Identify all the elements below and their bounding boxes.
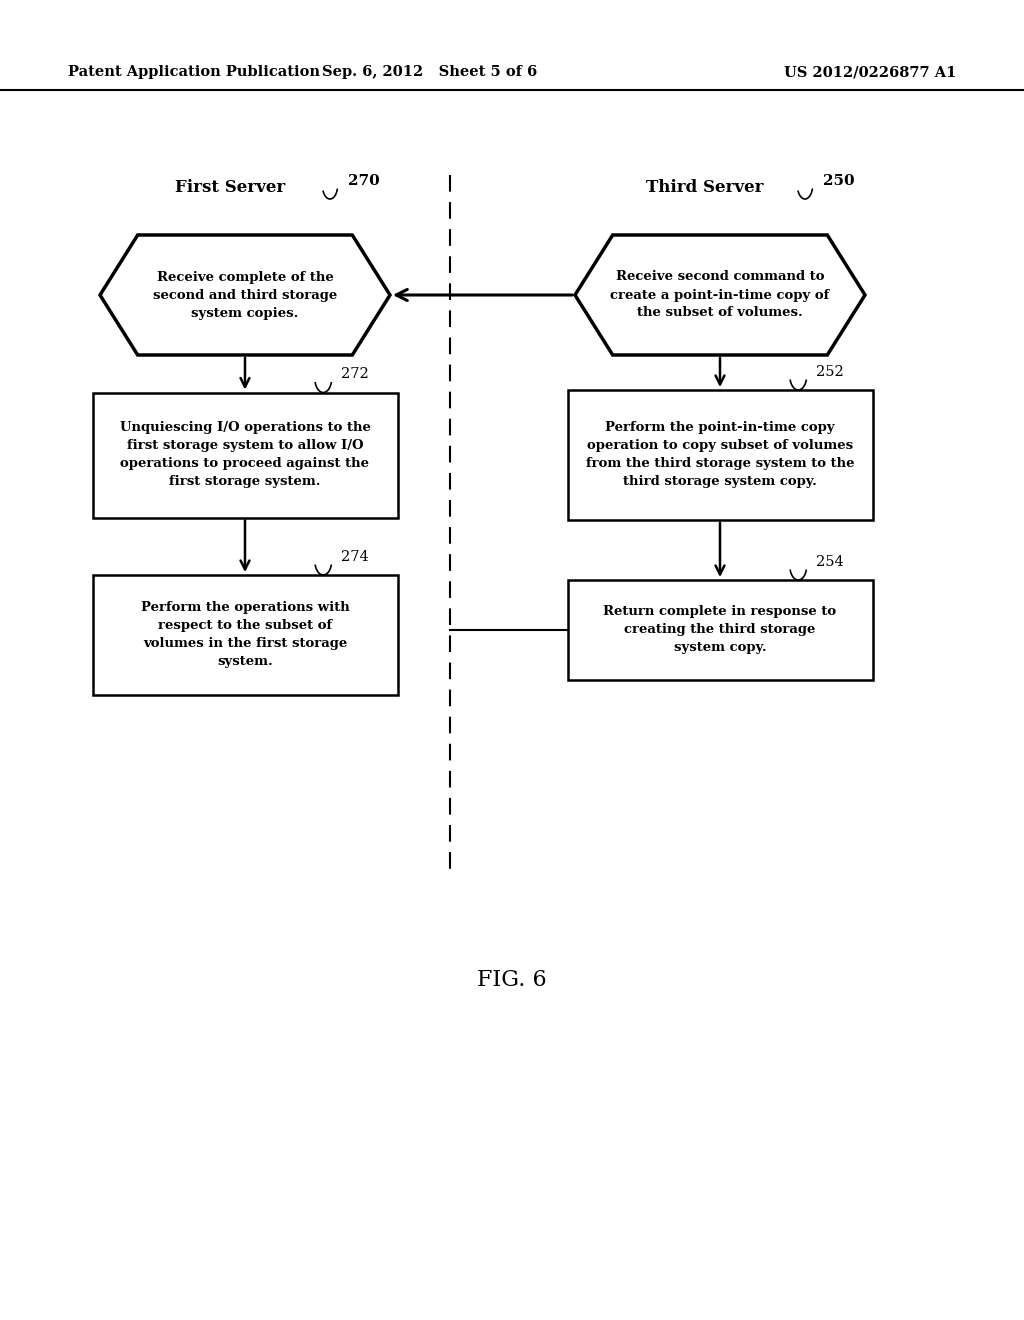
Text: Third Server: Third Server — [646, 178, 764, 195]
Text: 250: 250 — [823, 174, 855, 187]
Text: 254: 254 — [816, 554, 844, 569]
Text: Receive complete of the
second and third storage
system copies.: Receive complete of the second and third… — [153, 271, 337, 319]
Text: 272: 272 — [341, 367, 369, 381]
Text: Perform the operations with
respect to the subset of
volumes in the first storag: Perform the operations with respect to t… — [140, 602, 349, 668]
Text: First Server: First Server — [175, 178, 285, 195]
Text: Patent Application Publication: Patent Application Publication — [68, 65, 319, 79]
Text: Unquiescing I/O operations to the
first storage system to allow I/O
operations t: Unquiescing I/O operations to the first … — [120, 421, 371, 488]
Text: 274: 274 — [341, 550, 369, 564]
Text: FIG. 6: FIG. 6 — [477, 969, 547, 991]
Text: Perform the point-in-time copy
operation to copy subset of volumes
from the thir: Perform the point-in-time copy operation… — [586, 421, 854, 488]
Text: US 2012/0226877 A1: US 2012/0226877 A1 — [783, 65, 956, 79]
Text: 270: 270 — [348, 174, 380, 187]
Text: Return complete in response to
creating the third storage
system copy.: Return complete in response to creating … — [603, 606, 837, 655]
Text: Receive second command to
create a point-in-time copy of
the subset of volumes.: Receive second command to create a point… — [610, 271, 829, 319]
Text: Sep. 6, 2012   Sheet 5 of 6: Sep. 6, 2012 Sheet 5 of 6 — [323, 65, 538, 79]
Text: 252: 252 — [816, 366, 844, 379]
